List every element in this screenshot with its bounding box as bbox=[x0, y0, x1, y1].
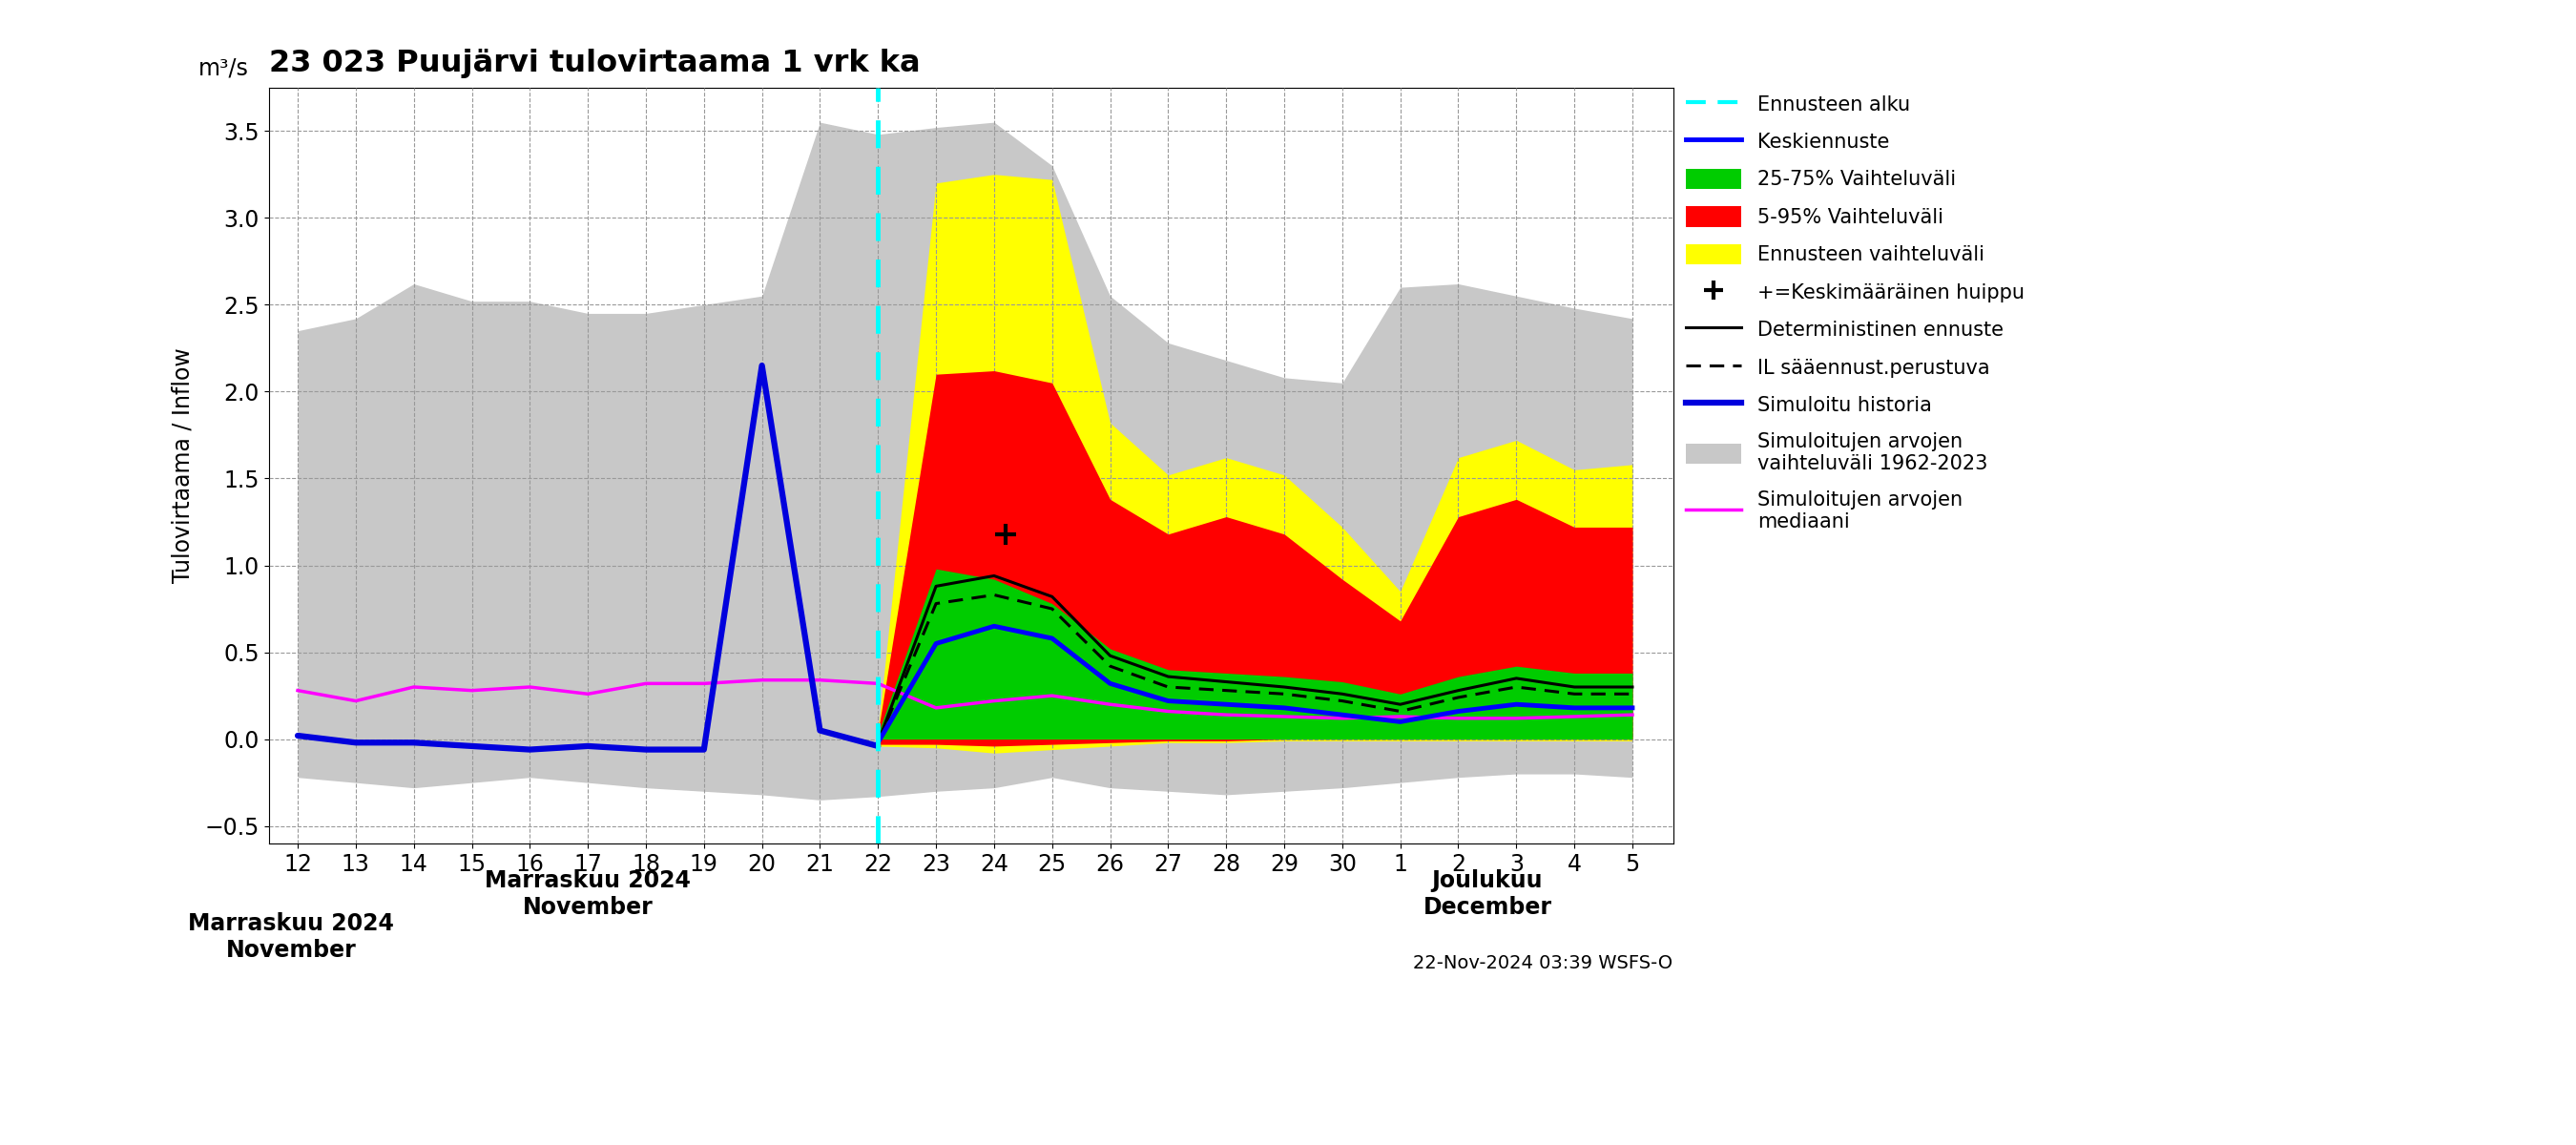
Text: Joulukuu
December: Joulukuu December bbox=[1422, 869, 1551, 919]
Y-axis label: Tulovirtaama / Inflow: Tulovirtaama / Inflow bbox=[170, 348, 193, 583]
Text: Marraskuu 2024
November: Marraskuu 2024 November bbox=[188, 913, 394, 962]
Text: 23 023 Puujärvi tulovirtaama 1 vrk ka: 23 023 Puujärvi tulovirtaama 1 vrk ka bbox=[268, 48, 920, 78]
Text: m³/s: m³/s bbox=[198, 57, 250, 80]
Text: 22-Nov-2024 03:39 WSFS-O: 22-Nov-2024 03:39 WSFS-O bbox=[1414, 954, 1672, 972]
Legend: Ennusteen alku, Keskiennuste, 25-75% Vaihteluväli, 5-95% Vaihteluväli, Ennusteen: Ennusteen alku, Keskiennuste, 25-75% Vai… bbox=[1680, 87, 2030, 537]
Text: Marraskuu 2024
November: Marraskuu 2024 November bbox=[484, 869, 690, 919]
